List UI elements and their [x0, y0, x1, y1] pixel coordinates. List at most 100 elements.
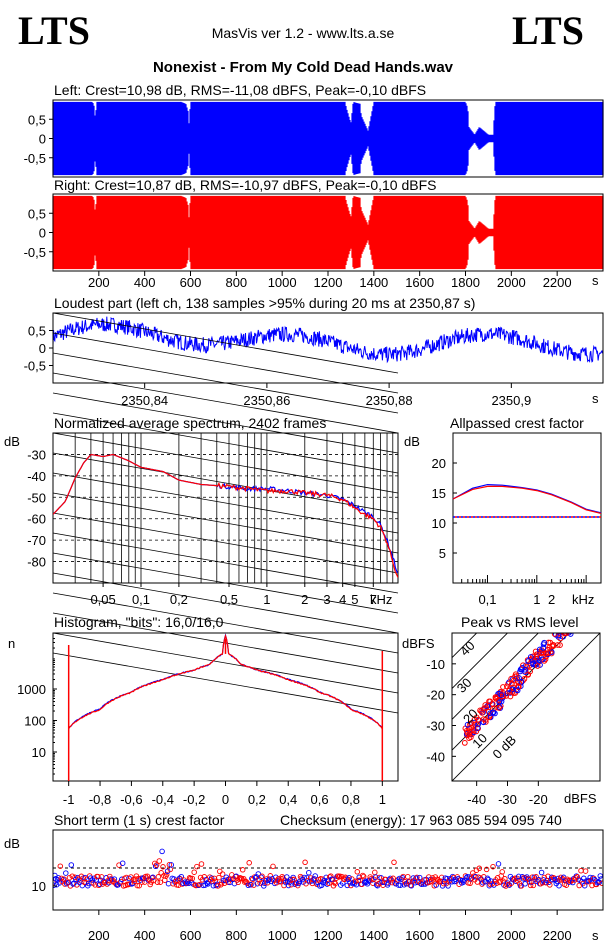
peak-rms-point — [585, 612, 590, 617]
short-term-point — [527, 882, 534, 889]
spectrum-ytick-label: -80 — [27, 555, 46, 570]
short-term-point — [154, 879, 161, 885]
peak-rms-point — [522, 666, 528, 673]
short-term-point — [405, 873, 411, 880]
histogram-xtick-label: 0,2 — [248, 792, 266, 807]
short-term-xtick-label: 2000 — [497, 928, 526, 943]
short-term-point — [557, 877, 563, 883]
peak-rms-point — [543, 650, 549, 657]
wave-xtick-label: 1000 — [268, 275, 297, 290]
short-term-point — [168, 862, 175, 868]
peak-rms-point — [480, 716, 487, 722]
peak-rms-point — [581, 613, 586, 618]
histogram-frame — [52, 632, 399, 782]
short-term-point — [217, 868, 223, 875]
peak-rms-point — [566, 633, 572, 636]
short-term-point — [175, 882, 182, 888]
short-term-point — [515, 873, 522, 880]
short-term-point — [541, 874, 548, 881]
short-term-point — [194, 863, 200, 870]
spectrum-ytick-label: -50 — [27, 490, 46, 505]
short-term-point — [312, 873, 318, 879]
version-label: MasVis ver 1.2 - www.lts.a.se — [212, 25, 395, 41]
short-term-point — [215, 883, 221, 889]
short-term-point — [304, 875, 310, 881]
loudest-ytick-label: -0,5 — [24, 359, 46, 374]
short-term-point — [574, 874, 581, 880]
crest-ylabel: dB — [404, 434, 420, 449]
histogram-xtick-label: 1 — [379, 792, 386, 807]
short-term-point — [186, 875, 193, 881]
short-term-ylabel: dB — [4, 836, 20, 851]
short-term-point — [399, 874, 406, 881]
short-term-point — [391, 859, 397, 866]
loudest-xtick-label: 2350,9 — [491, 393, 531, 408]
short-term-point — [538, 869, 545, 876]
short-term-point — [157, 879, 164, 885]
short-term-point — [495, 861, 502, 867]
peak-rms-point — [504, 683, 510, 690]
short-term-point — [410, 875, 417, 881]
peak-rms-point — [527, 654, 534, 660]
short-term-point — [563, 882, 570, 888]
short-term-point — [372, 869, 378, 876]
peak-rms-point — [500, 684, 506, 690]
loudest-ytick-label: 0,5 — [28, 324, 46, 339]
short-term-point — [539, 880, 546, 886]
spectrum-grid — [52, 312, 399, 714]
peak-rms-point — [492, 695, 499, 702]
crest-ytick-label: 20 — [432, 456, 446, 471]
peak-rms-point — [541, 657, 548, 664]
peak-rms-point — [550, 642, 557, 648]
peak-rms-xtick-label: -40 — [467, 792, 486, 807]
short-term-point — [288, 881, 295, 888]
right-waveform-path — [52, 195, 604, 270]
short-term-point — [556, 882, 562, 889]
short-term-point — [66, 874, 73, 881]
histogram-xtick-label: -0,4 — [152, 792, 174, 807]
short-term-point — [198, 861, 205, 867]
peak-rms-point — [485, 708, 492, 715]
short-term-point — [57, 863, 64, 869]
peak-rms-diagonal — [452, 633, 600, 781]
wave-xtick-label: 1600 — [405, 275, 434, 290]
short-term-point — [153, 862, 160, 868]
short-term-xtick-label: 200 — [88, 928, 110, 943]
short-term-point — [239, 867, 246, 873]
peak-rms-point — [551, 633, 558, 637]
short-term-xtick-label: 1000 — [268, 928, 297, 943]
short-term-point — [246, 860, 252, 866]
loudest-xtick-label: 2350,86 — [243, 393, 290, 408]
spectrum-xtick-label: 7 — [370, 592, 377, 607]
peak-rms-point — [487, 710, 494, 717]
histogram-xtick-label: -0,2 — [183, 792, 205, 807]
peak-rms-diagonal-label: 40 — [457, 638, 478, 659]
peak-rms-point — [533, 654, 540, 660]
peak-rms-point — [585, 609, 590, 614]
peak-rms-ytick-label: -30 — [426, 719, 445, 734]
peak-rms-point — [524, 657, 531, 663]
short-term-point — [111, 876, 118, 882]
short-term-point — [53, 882, 57, 888]
short-term-frame — [52, 829, 604, 911]
peak-rms-xtick-label: -30 — [498, 792, 517, 807]
histogram-xtick-label: 0,6 — [311, 792, 329, 807]
peak-rms-x-unit: dBFS — [564, 791, 597, 806]
short-term-point — [235, 879, 241, 886]
logo-left: LTS — [18, 8, 90, 53]
short-term-point — [261, 883, 267, 889]
short-term-point — [56, 880, 63, 886]
short-term-point — [477, 875, 483, 881]
loudest-chart-title: Loudest part (left ch, 138 samples >95% … — [54, 295, 475, 311]
wave-xtick-label: 2000 — [497, 275, 526, 290]
peak-rms-point — [486, 714, 493, 721]
short-term-point — [152, 863, 159, 870]
spectrum-slope-line — [52, 312, 399, 374]
waveform-right — [52, 195, 604, 270]
short-term-x-unit: s — [592, 928, 599, 943]
loudest-frame — [52, 312, 604, 384]
spectrum-ytick-label: -30 — [27, 447, 46, 462]
short-term-point — [385, 880, 392, 886]
short-term-point — [530, 882, 537, 889]
spectrum-xtick-label: 3 — [323, 592, 330, 607]
